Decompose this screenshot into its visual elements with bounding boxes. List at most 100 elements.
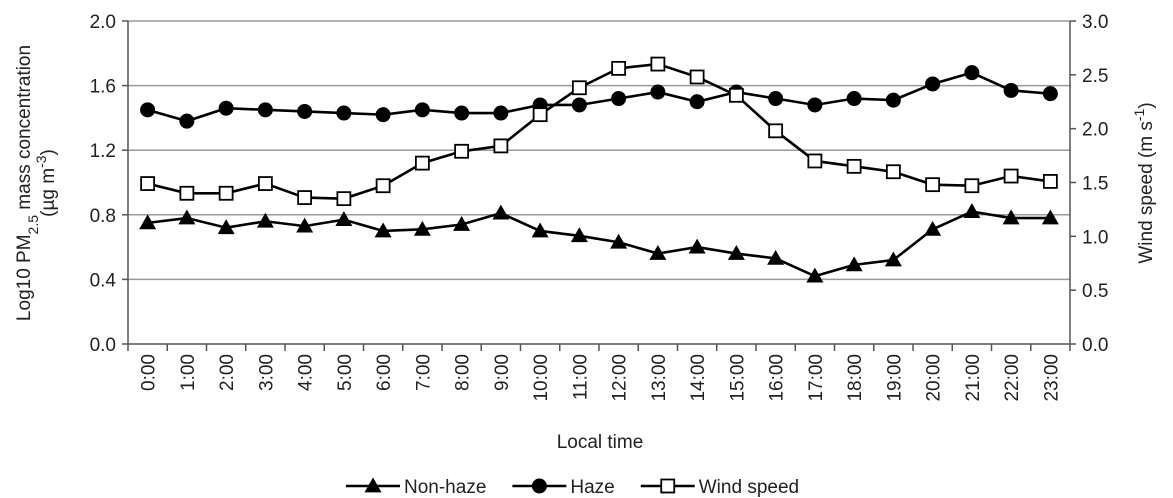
point-haze [650,84,666,100]
point-haze [571,97,587,113]
point-wind-speed [297,190,313,205]
series-line-non-haze [147,210,1051,278]
x-tick-label: 15:00 [727,354,748,402]
legend-label-wind-speed: Wind speed [699,477,799,498]
y-axis-left-unit: (µg m-3) [33,149,59,217]
point-non-haze [531,222,549,238]
x-axis-title: Local time [557,432,644,453]
series-layer [139,56,1059,283]
point-non-haze [806,267,824,283]
x-tick-label: 4:00 [296,354,317,391]
y-right-tick-label: 3.0 [1082,12,1108,33]
point-non-haze [688,238,706,254]
point-wind-speed [1042,174,1058,189]
point-haze [179,113,195,129]
y-left-tick-label: 0.8 [90,206,116,227]
point-haze [1003,82,1019,98]
legend-label-non-haze: Non-haze [404,477,486,498]
y-left-tick-label: 0.4 [90,270,117,291]
y-right-tick-label: 1.0 [1082,227,1108,248]
point-non-haze [335,211,353,227]
point-wind-speed [336,191,352,207]
x-tick-label: 14:00 [688,354,709,402]
point-haze [768,91,784,107]
point-wind-speed [964,178,980,194]
point-wind-speed [689,69,705,85]
point-haze [297,103,313,119]
point-non-haze [610,233,628,249]
point-wind-speed [375,178,391,194]
point-non-haze [845,256,863,272]
point-haze [414,102,430,118]
legend-marker-wind-speed [660,478,676,494]
y-axis-right-title: Wind speed (m s-1) [1131,102,1157,263]
point-non-haze [413,220,431,236]
point-non-haze [649,245,667,260]
point-haze [807,97,823,113]
x-tick-label: 16:00 [767,354,788,402]
point-haze [375,107,391,123]
point-wind-speed [807,153,823,169]
point-haze [925,76,941,92]
point-wind-speed [650,56,666,72]
x-tick-label: 22:00 [1002,354,1023,402]
point-haze [140,102,156,118]
x-tick-label: 2:00 [217,354,238,391]
point-non-haze [1041,209,1059,225]
y-right-tick-label: 2.5 [1082,66,1108,87]
y-right-tick-label: 2.0 [1082,120,1108,141]
point-non-haze [727,245,745,260]
point-non-haze [296,217,314,233]
point-non-haze [217,219,235,235]
point-non-haze [1002,209,1020,225]
legend: Non-haze Haze Wind speed [346,477,799,498]
point-non-haze [924,220,942,236]
point-haze [454,105,470,121]
point-haze [611,91,627,107]
point-wind-speed [532,107,548,123]
point-wind-speed [611,60,627,76]
point-haze [493,105,509,121]
x-tick-label: 20:00 [924,354,945,402]
x-tick-label: 9:00 [492,354,513,391]
point-haze [689,94,705,110]
point-wind-speed [257,176,273,191]
x-tick-label: 18:00 [845,354,866,402]
y-axis-left-title: Log10 PM2.5 mass concentration [14,45,41,321]
x-tick-label: 21:00 [963,354,984,402]
point-wind-speed [493,138,509,154]
point-non-haze [453,215,471,231]
x-tick-label: 19:00 [884,354,905,402]
point-wind-speed [768,123,784,139]
axis-layer: 0.0 0.4 0.8 1.2 1.6 2.0 0.0 0.5 1.0 1.5 2.0 2.5 3.0 0… [90,12,1109,402]
point-wind-speed [571,80,587,96]
legend-marker-haze [531,478,547,494]
x-tick-label: 5:00 [335,354,356,391]
x-tick-label: 10:00 [531,354,552,402]
x-tick-label: 11:00 [570,354,591,400]
y-left-tick-label: 1.2 [90,141,116,162]
point-non-haze [492,204,510,220]
series-line-haze [147,71,1051,123]
point-non-haze [884,251,902,267]
point-non-haze [256,212,274,228]
point-non-haze [374,222,392,238]
y-left-tick-label: 2.0 [90,12,116,33]
point-non-haze [570,227,588,243]
x-tick-label: 17:00 [806,354,827,402]
point-haze [885,92,901,108]
point-wind-speed [846,158,862,174]
point-non-haze [178,209,196,225]
point-haze [846,91,862,107]
point-non-haze [963,203,981,218]
point-haze [257,102,273,118]
x-tick-label: 23:00 [1041,354,1062,402]
x-tick-label: 0:00 [139,354,160,391]
x-tick-label: 6:00 [374,354,395,391]
point-wind-speed [925,177,941,193]
y-right-tick-label: 0.0 [1082,335,1108,356]
point-wind-speed [179,185,195,201]
point-haze [1042,86,1058,102]
